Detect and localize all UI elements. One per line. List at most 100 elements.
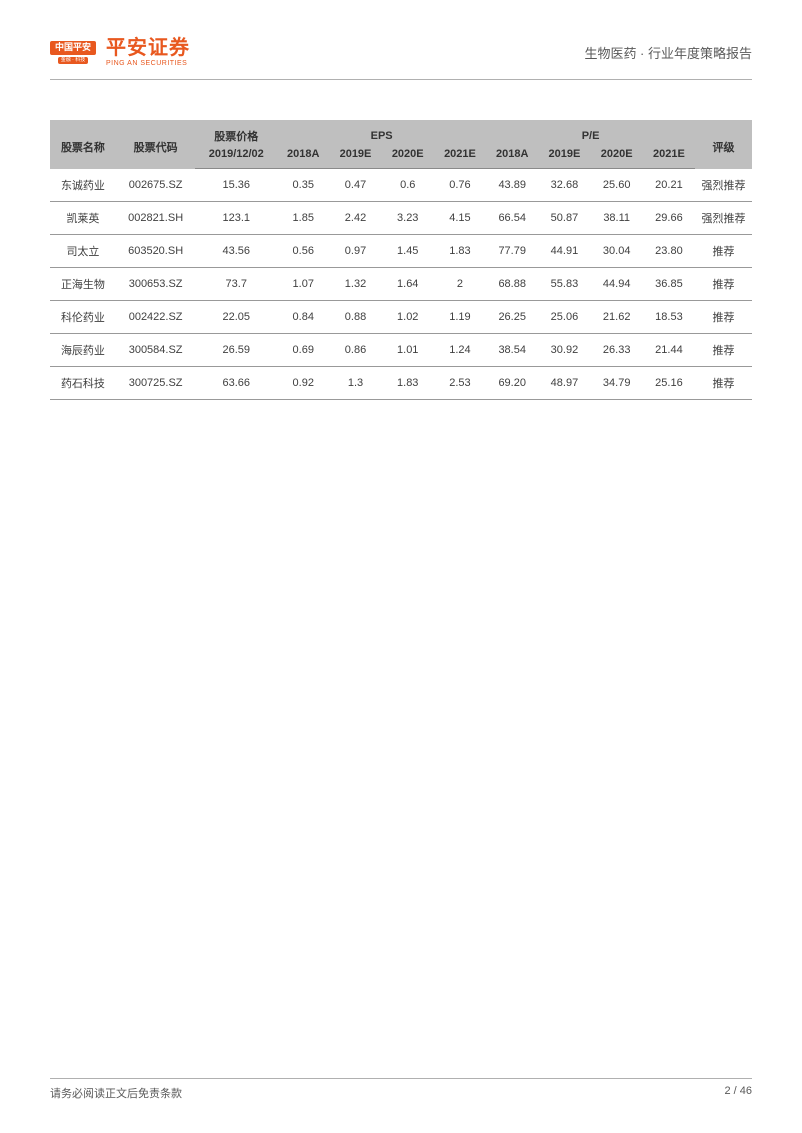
table-cell: 603520.SH — [116, 234, 196, 267]
table-row: 司太立603520.SH43.560.560.971.451.8377.7944… — [50, 234, 752, 267]
table-row: 科伦药业002422.SZ22.050.840.881.021.1926.252… — [50, 300, 752, 333]
table-cell: 48.97 — [538, 366, 590, 399]
col-name: 股票名称 — [50, 120, 116, 169]
col-pe-2021e: 2021E — [643, 146, 695, 169]
table-cell: 300725.SZ — [116, 366, 196, 399]
table-cell: 69.20 — [486, 366, 538, 399]
table-cell: 26.33 — [591, 333, 643, 366]
table-cell: 123.1 — [195, 201, 277, 234]
table-cell: 0.47 — [329, 169, 381, 202]
table-cell: 3.23 — [382, 201, 434, 234]
col-eps-2021e: 2021E — [434, 146, 486, 169]
table-cell: 73.7 — [195, 267, 277, 300]
table-cell: 推荐 — [695, 300, 752, 333]
table-cell: 25.60 — [591, 169, 643, 202]
page-header: 中国平安 金融 · 科技 平安证券 PING AN SECURITIES 生物医… — [50, 38, 752, 75]
table-header: 股票名称 股票代码 股票价格 EPS P/E 评级 2019/12/02 201… — [50, 120, 752, 169]
table-cell: 0.35 — [277, 169, 329, 202]
table-cell: 77.79 — [486, 234, 538, 267]
table-cell: 50.87 — [538, 201, 590, 234]
table-cell: 0.6 — [382, 169, 434, 202]
table-cell: 21.62 — [591, 300, 643, 333]
table-cell: 正海生物 — [50, 267, 116, 300]
table-cell: 推荐 — [695, 234, 752, 267]
table-cell: 68.88 — [486, 267, 538, 300]
table-cell: 20.21 — [643, 169, 695, 202]
stock-table: 股票名称 股票代码 股票价格 EPS P/E 评级 2019/12/02 201… — [50, 120, 752, 400]
table-cell: 32.68 — [538, 169, 590, 202]
col-price-date: 2019/12/02 — [195, 146, 277, 169]
table-cell: 1.24 — [434, 333, 486, 366]
table-row: 药石科技300725.SZ63.660.921.31.832.5369.2048… — [50, 366, 752, 399]
footer-divider — [50, 1078, 752, 1079]
table-cell: 23.80 — [643, 234, 695, 267]
col-rating: 评级 — [695, 120, 752, 169]
table-cell: 0.76 — [434, 169, 486, 202]
logo-text-top: 中国平安 — [50, 41, 96, 55]
col-pe-2020e: 2020E — [591, 146, 643, 169]
table-row: 凯莱英002821.SH123.11.852.423.234.1566.5450… — [50, 201, 752, 234]
table-cell: 29.66 — [643, 201, 695, 234]
table-cell: 300584.SZ — [116, 333, 196, 366]
table-cell: 300653.SZ — [116, 267, 196, 300]
table-cell: 1.19 — [434, 300, 486, 333]
brand-title: 平安证券 PING AN SECURITIES — [106, 38, 190, 67]
col-eps-2020e: 2020E — [382, 146, 434, 169]
logo-text-bottom: 金融 · 科技 — [58, 57, 88, 64]
table-cell: 凯莱英 — [50, 201, 116, 234]
brand-cn: 平安证券 — [106, 38, 190, 58]
table-cell: 1.83 — [434, 234, 486, 267]
table-body: 东诚药业002675.SZ15.360.350.470.60.7643.8932… — [50, 169, 752, 400]
table-cell: 1.3 — [329, 366, 381, 399]
table-cell: 002675.SZ — [116, 169, 196, 202]
table-cell: 18.53 — [643, 300, 695, 333]
table-cell: 38.11 — [591, 201, 643, 234]
table-cell: 推荐 — [695, 267, 752, 300]
table-cell: 1.45 — [382, 234, 434, 267]
table-cell: 强烈推荐 — [695, 169, 752, 202]
table-cell: 34.79 — [591, 366, 643, 399]
table-cell: 26.25 — [486, 300, 538, 333]
table-cell: 0.92 — [277, 366, 329, 399]
table-cell: 36.85 — [643, 267, 695, 300]
table-cell: 26.59 — [195, 333, 277, 366]
table-cell: 推荐 — [695, 366, 752, 399]
table-cell: 22.05 — [195, 300, 277, 333]
col-price-group: 股票价格 — [195, 120, 277, 146]
table-cell: 43.89 — [486, 169, 538, 202]
table-cell: 002422.SZ — [116, 300, 196, 333]
col-code: 股票代码 — [116, 120, 196, 169]
table-cell: 推荐 — [695, 333, 752, 366]
table-cell: 1.01 — [382, 333, 434, 366]
pingan-logo-icon: 中国平安 金融 · 科技 — [50, 41, 96, 64]
table-cell: 30.92 — [538, 333, 590, 366]
table-cell: 0.56 — [277, 234, 329, 267]
table-cell: 43.56 — [195, 234, 277, 267]
brand-en: PING AN SECURITIES — [106, 60, 190, 67]
table-cell: 1.32 — [329, 267, 381, 300]
brand-block: 中国平安 金融 · 科技 平安证券 PING AN SECURITIES — [50, 38, 190, 67]
table-cell: 21.44 — [643, 333, 695, 366]
col-eps-2019e: 2019E — [329, 146, 381, 169]
table-cell: 强烈推荐 — [695, 201, 752, 234]
table-cell: 2 — [434, 267, 486, 300]
table-cell: 44.91 — [538, 234, 590, 267]
table-cell: 66.54 — [486, 201, 538, 234]
header-divider — [50, 79, 752, 80]
table-row: 东诚药业002675.SZ15.360.350.470.60.7643.8932… — [50, 169, 752, 202]
table-cell: 1.02 — [382, 300, 434, 333]
table-cell: 15.36 — [195, 169, 277, 202]
table-cell: 1.64 — [382, 267, 434, 300]
table-cell: 25.06 — [538, 300, 590, 333]
document-title: 生物医药 · 行业年度策略报告 — [584, 43, 752, 62]
table-cell: 药石科技 — [50, 366, 116, 399]
table-cell: 1.83 — [382, 366, 434, 399]
table-cell: 0.84 — [277, 300, 329, 333]
col-eps-group: EPS — [277, 120, 486, 146]
table-cell: 38.54 — [486, 333, 538, 366]
col-pe-group: P/E — [486, 120, 695, 146]
footer-disclaimer: 请务必阅读正文后免责条款 — [50, 1085, 182, 1101]
table-cell: 002821.SH — [116, 201, 196, 234]
table-cell: 东诚药业 — [50, 169, 116, 202]
table-row: 海辰药业300584.SZ26.590.690.861.011.2438.543… — [50, 333, 752, 366]
